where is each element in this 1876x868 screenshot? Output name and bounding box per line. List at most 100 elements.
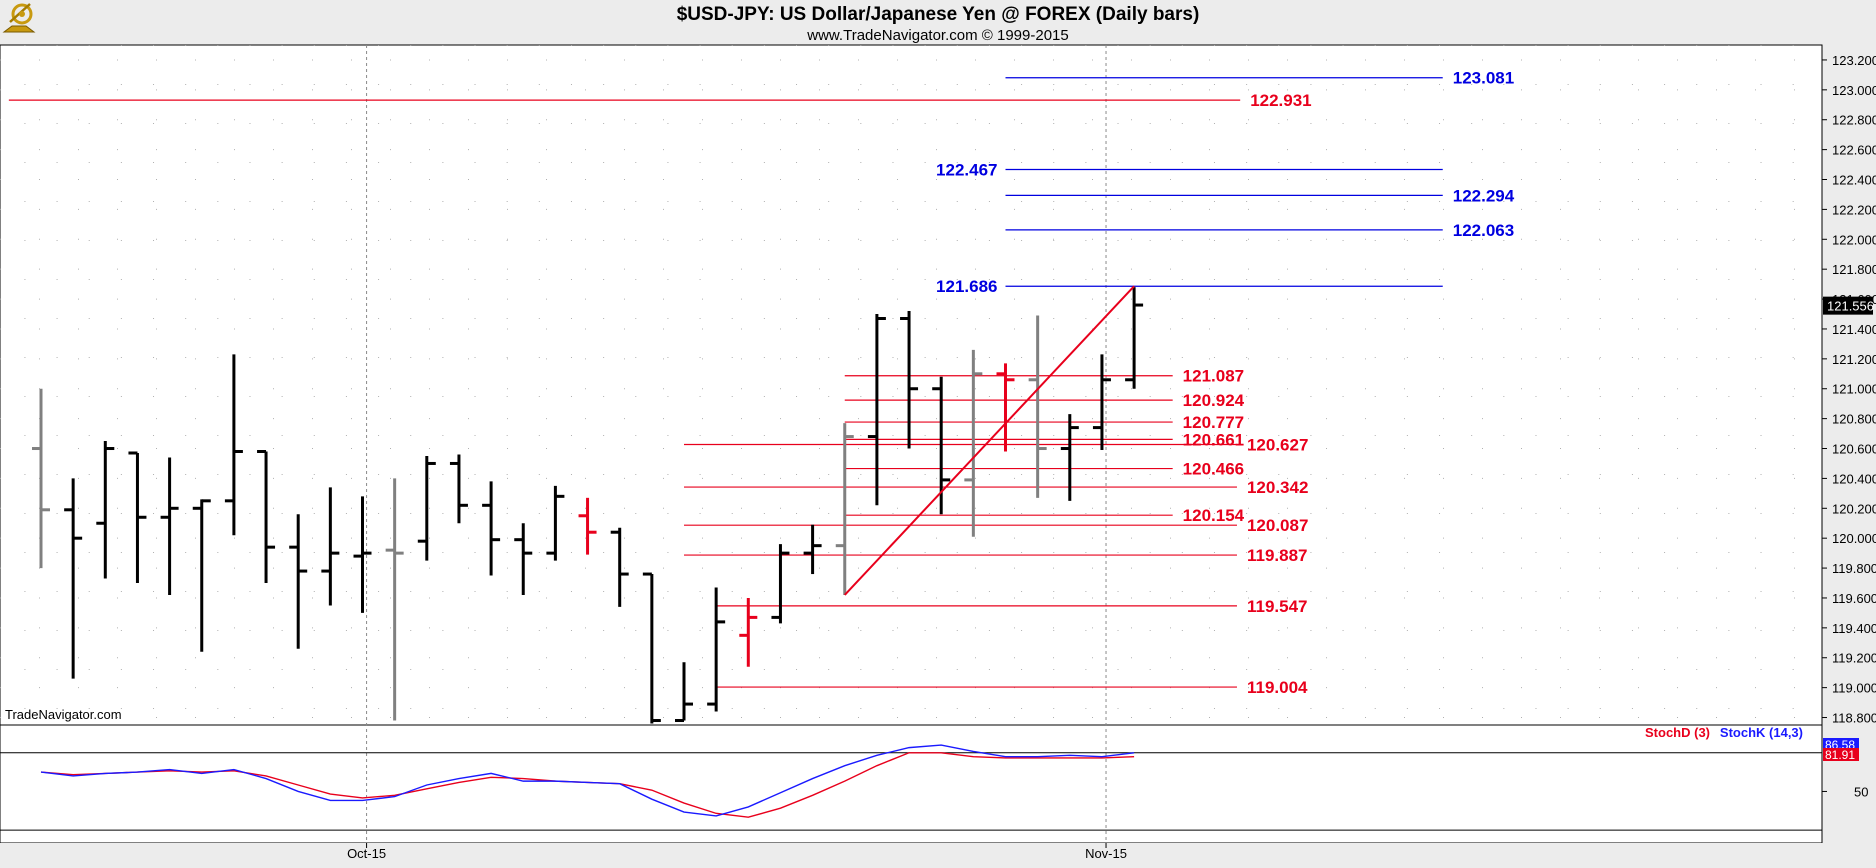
price-bar [1092,354,1111,451]
price-tick-label: 123.000 [1832,83,1876,98]
price-tick-label: 118.800 [1832,711,1876,726]
levels-layer: 122.931 123.081 122.467 122.294 122.063 121.6… [8,69,1515,697]
price-tick-label: 119.800 [1832,561,1876,576]
stoch-last-box [1823,738,1859,751]
price-bar [192,499,211,652]
price-bar [449,454,468,524]
price-bar [835,423,854,595]
price-tick-label: 121.000 [1832,382,1876,397]
price-tick-label: 122.800 [1832,113,1876,128]
stoch-tick-label: 50 [1854,784,1868,799]
price-bar [385,478,404,721]
price-bar [64,478,83,679]
price-bar [1060,414,1079,501]
level-label: 122.063 [1453,221,1514,240]
price-bar [32,388,50,569]
trend-layer [844,285,1135,596]
price-bar [514,523,533,595]
price-bar [610,527,629,607]
level-label: 122.467 [936,160,997,179]
price-tick-label: 122.600 [1832,143,1876,158]
price-bar [803,524,822,575]
price-bar [353,496,372,613]
tradenavigator-logo [2,3,36,33]
level-label: 122.931 [1250,91,1311,110]
legend-stochd: StochD (3) [1645,725,1710,740]
price-bar [675,662,693,723]
price-bar [1125,287,1144,389]
price-tick-label: 120.800 [1832,412,1876,427]
stoch-last-value: 81.91 [1825,748,1855,762]
price-tick-label: 121.800 [1832,262,1876,277]
price-tick-label: 119.000 [1832,681,1876,696]
price-tick-label: 119.400 [1832,621,1876,636]
price-bar [482,481,501,576]
price-bar [771,544,790,624]
price-axis: 123.200 123.000 122.800 122.600 122.400 122.2… [1821,45,1876,843]
price-bar [964,349,983,537]
price-bar [578,497,597,555]
price-bar [257,450,276,584]
price-bar [160,457,179,595]
time-axis: Oct-15 Nov-15 [347,843,1127,861]
price-bar [321,487,340,606]
trendline [844,285,1135,596]
price-panel-bg [0,44,1823,726]
level-label: 120.154 [1183,506,1245,525]
level-label: 120.466 [1183,460,1244,479]
level-label: 120.087 [1247,516,1308,535]
level-label: 119.887 [1247,546,1308,565]
price-bar [96,441,115,579]
level-label: 120.777 [1183,413,1244,432]
price-bar [546,485,565,561]
price-bar [224,354,243,536]
price-tick-label: 122.400 [1832,173,1876,188]
price-tick-label: 121.200 [1832,352,1876,367]
price-bar [1028,315,1047,498]
stoch-panel-bg [0,724,1823,844]
price-tick-label: 122.000 [1832,232,1876,247]
price-bar [289,514,308,649]
chart-title: $USD-JPY: US Dollar/Japanese Yen @ FOREX… [677,4,1200,25]
price-bar [996,363,1015,452]
price-tick-label: 123.200 [1832,53,1876,68]
price-tick-label: 119.600 [1832,591,1876,606]
level-label: 123.081 [1453,69,1514,88]
price-bar [739,597,758,667]
price-bar [900,311,919,449]
time-tick-label: Nov-15 [1085,846,1127,861]
stoch-last-box [1823,748,1859,761]
price-tick-label: 122.200 [1832,202,1876,217]
price-tick-label: 120.600 [1832,442,1876,457]
level-label: 119.547 [1247,597,1308,616]
chart-subtitle: www.TradeNavigator.com © 1999-2015 [806,27,1068,44]
price-tick-label: 121.400 [1832,322,1876,337]
level-label: 120.627 [1247,435,1308,454]
last-price-box [1823,296,1873,315]
price-bar [867,314,886,506]
price-bar [128,451,147,584]
last-price-label: 121.556 [1827,299,1874,314]
price-tick-label: 119.200 [1832,651,1876,666]
stoch-series-line [40,744,1135,817]
watermark: TradeNavigator.com [5,707,122,722]
price-bar [642,572,661,724]
price-bar [417,455,436,561]
level-label: 120.342 [1247,478,1308,497]
bars-layer [32,287,1144,724]
legend-stochk: StochK (14,3) [1720,725,1803,740]
price-tick-label: 120.200 [1832,501,1876,516]
price-bar [707,587,726,712]
time-tick-label: Oct-15 [347,846,386,861]
x-axis-area [0,843,1876,863]
level-label: 119.004 [1247,678,1308,697]
price-tick-label: 120.000 [1832,531,1876,546]
level-label: 121.686 [936,277,997,296]
price-tick-label: 120.400 [1832,471,1876,486]
level-label: 122.294 [1453,186,1515,205]
level-label: 120.924 [1183,391,1245,410]
level-label: 121.087 [1183,367,1244,386]
